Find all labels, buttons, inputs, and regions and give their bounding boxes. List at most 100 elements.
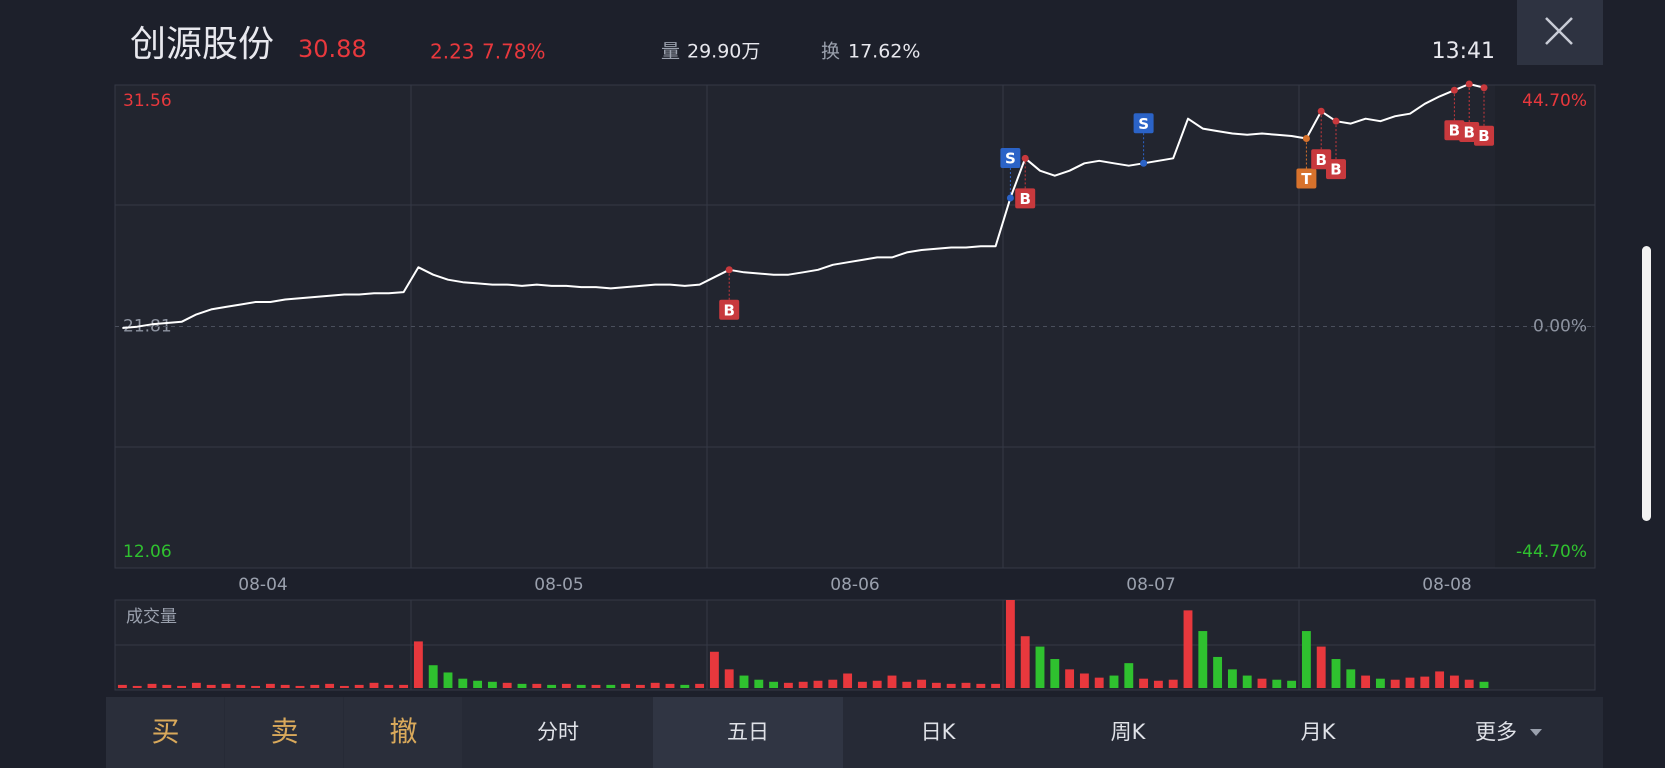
volume-bar bbox=[1094, 677, 1104, 688]
tab-label[interactable]: 更多 bbox=[1475, 720, 1517, 744]
turnover-label: 换 bbox=[821, 41, 840, 63]
tab[interactable] bbox=[463, 697, 653, 768]
volume-bar bbox=[1227, 669, 1237, 688]
tab-label[interactable]: 五日 bbox=[727, 720, 769, 744]
stock-name: 创源股份 bbox=[130, 24, 274, 65]
volume-bar bbox=[443, 672, 453, 688]
volume-bar bbox=[606, 684, 616, 688]
volume-bar bbox=[783, 682, 793, 688]
tab[interactable] bbox=[1413, 697, 1603, 768]
volume-bar bbox=[117, 684, 127, 688]
volume-bar bbox=[695, 683, 705, 688]
trade-label: B bbox=[1019, 190, 1030, 208]
volume-bar bbox=[310, 684, 320, 688]
trade-label: B bbox=[723, 301, 734, 319]
volume-bar bbox=[221, 683, 231, 688]
clock: 13:41 bbox=[1432, 39, 1495, 64]
volume-bar bbox=[724, 669, 734, 688]
volume-bar bbox=[1109, 675, 1119, 688]
trade-label: B bbox=[1478, 127, 1489, 145]
x-tick-label: 08-07 bbox=[1126, 575, 1175, 595]
y2-tick-label: 0.00% bbox=[1533, 317, 1587, 337]
volume-bar bbox=[1168, 679, 1178, 688]
y-tick-label: 31.56 bbox=[123, 91, 172, 111]
action-button[interactable] bbox=[344, 697, 462, 768]
volume-bar bbox=[1050, 659, 1060, 688]
trade-dot bbox=[1021, 154, 1029, 162]
volume-bar bbox=[384, 684, 394, 688]
volume-bar bbox=[547, 684, 557, 688]
action-label[interactable]: 卖 bbox=[270, 715, 298, 748]
trade-dot bbox=[1450, 86, 1458, 94]
action-label[interactable]: 撤 bbox=[389, 715, 417, 748]
volume-bar bbox=[458, 678, 468, 688]
y-tick-label: 12.06 bbox=[123, 542, 172, 562]
volume-bar bbox=[132, 685, 142, 688]
volume-bar bbox=[280, 684, 290, 688]
volume-bar bbox=[1301, 631, 1311, 688]
volume-bar bbox=[591, 684, 601, 688]
price-line bbox=[122, 83, 1485, 329]
volume-bar bbox=[236, 684, 246, 688]
volume-bar bbox=[1405, 677, 1415, 688]
volume-bar bbox=[399, 684, 409, 688]
tab-label[interactable]: 分时 bbox=[537, 720, 579, 744]
volume-bar bbox=[739, 675, 749, 688]
scrollbar bbox=[1642, 246, 1651, 521]
trade-dot bbox=[1302, 135, 1310, 143]
trade-label: B bbox=[1463, 124, 1474, 142]
volume-bar bbox=[769, 681, 779, 688]
volume-bar bbox=[1124, 663, 1134, 688]
volume-bar bbox=[1005, 600, 1015, 688]
volume-bar bbox=[946, 683, 956, 688]
close-icon[interactable] bbox=[1545, 17, 1573, 45]
volume-bar bbox=[680, 684, 690, 688]
trade-badge bbox=[1326, 159, 1346, 180]
trade-dot bbox=[1480, 84, 1488, 92]
tab[interactable] bbox=[653, 697, 843, 768]
action-button[interactable] bbox=[225, 697, 343, 768]
trade-badge bbox=[1133, 113, 1154, 134]
action-button[interactable] bbox=[106, 697, 224, 768]
volume-bar bbox=[295, 685, 305, 688]
volume-bar bbox=[532, 683, 542, 688]
tab-label[interactable]: 月K bbox=[1301, 720, 1337, 744]
tab[interactable] bbox=[1033, 697, 1223, 768]
volume-bar bbox=[517, 683, 527, 688]
trade-label: S bbox=[1005, 149, 1016, 167]
tab-label[interactable]: 日K bbox=[921, 720, 957, 744]
volume-bar bbox=[1346, 669, 1356, 688]
volume-bar bbox=[1390, 679, 1400, 688]
tab[interactable] bbox=[843, 697, 1033, 768]
trade-badge bbox=[719, 299, 740, 320]
dropdown-arrow[interactable] bbox=[1530, 729, 1542, 736]
volume-bar bbox=[147, 683, 157, 688]
volume-bar bbox=[1139, 678, 1149, 688]
tab[interactable] bbox=[1223, 697, 1413, 768]
volume-bar bbox=[887, 675, 897, 688]
volume-bar bbox=[665, 683, 675, 688]
volume-bar bbox=[621, 683, 631, 688]
volume: 29.90万 bbox=[687, 41, 760, 63]
volume-bar bbox=[1242, 675, 1252, 688]
volume-bar bbox=[1065, 669, 1075, 688]
volume-bar bbox=[473, 680, 483, 688]
trade-label: T bbox=[1301, 170, 1312, 188]
trade-dot bbox=[725, 266, 733, 274]
volume-bar bbox=[872, 680, 882, 688]
change-pct: 7.78% bbox=[482, 40, 546, 64]
tab-label[interactable]: 周K bbox=[1111, 720, 1147, 744]
action-label[interactable]: 买 bbox=[151, 715, 179, 748]
volume-bar bbox=[961, 682, 971, 688]
volume-bar bbox=[325, 683, 335, 688]
trade-label: B bbox=[1449, 122, 1460, 140]
volume-bar bbox=[177, 685, 187, 688]
volume-bar bbox=[976, 683, 986, 688]
volume-bar bbox=[191, 682, 201, 688]
volume-bar bbox=[502, 682, 512, 688]
volume-bar bbox=[813, 680, 823, 688]
volume-bar bbox=[339, 685, 349, 688]
close-button[interactable] bbox=[1517, 0, 1603, 65]
